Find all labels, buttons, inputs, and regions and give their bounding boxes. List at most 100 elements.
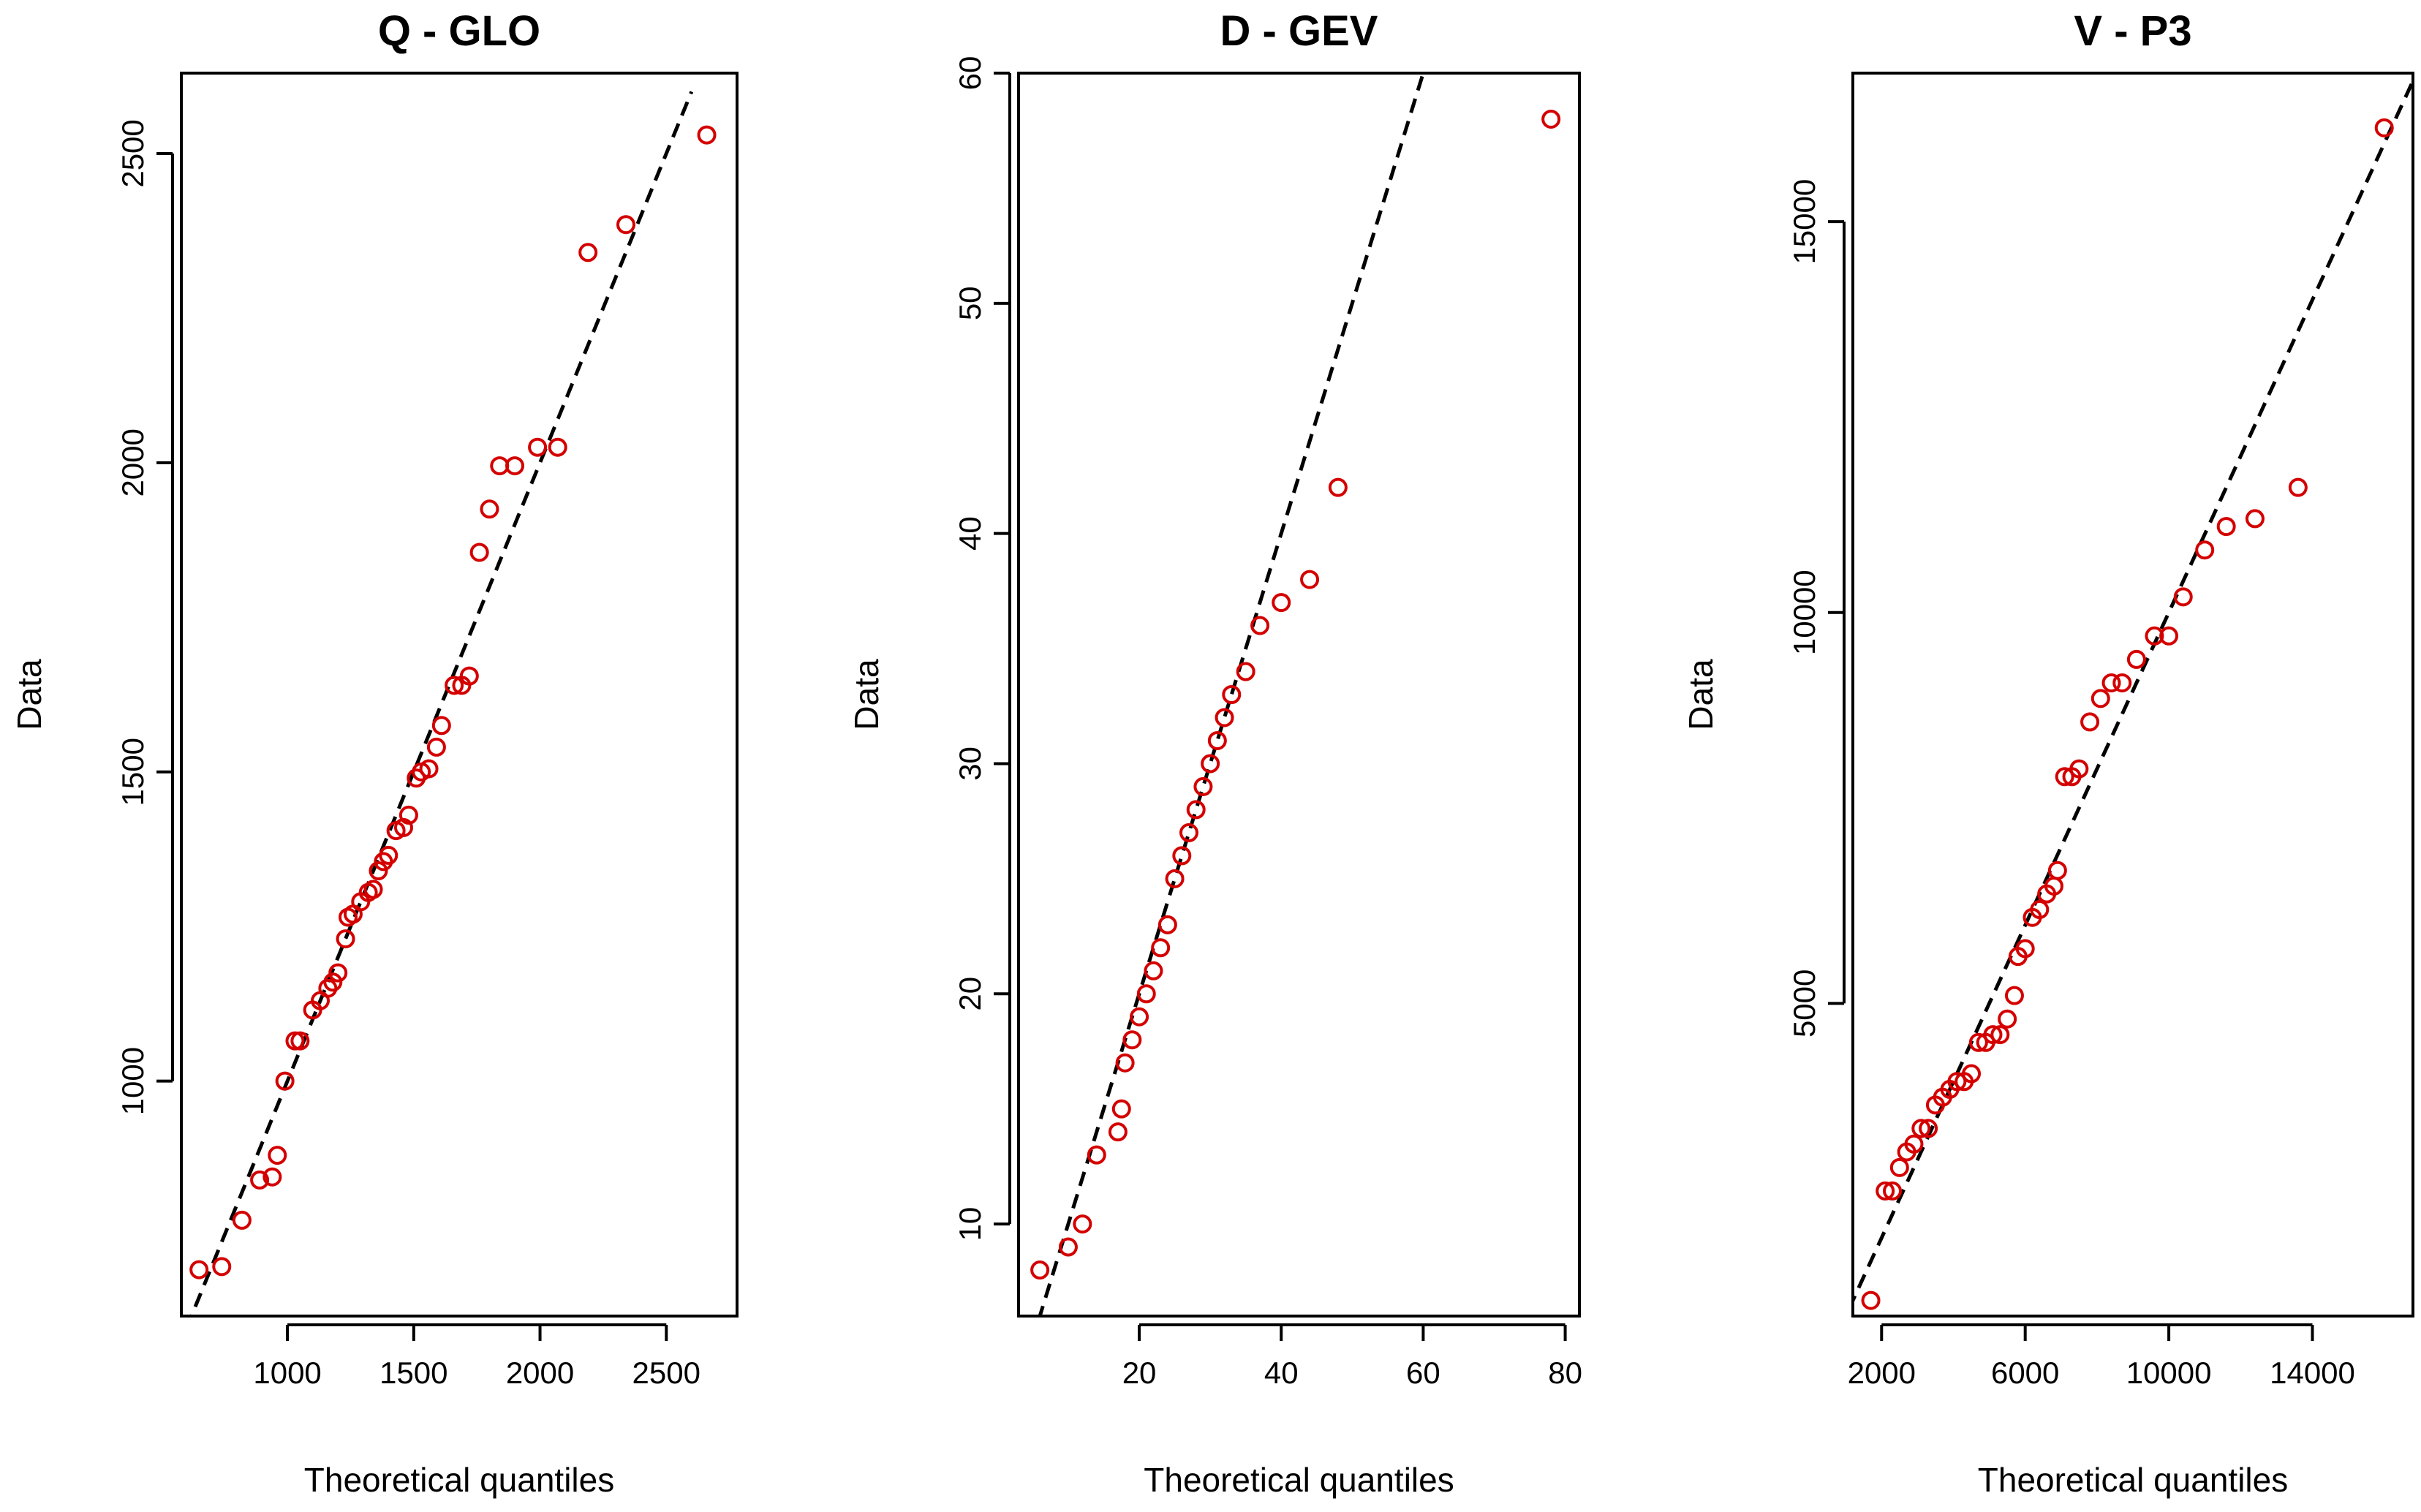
v-p3-data-point-39 xyxy=(2195,540,2215,560)
v-p3-y-tick-label-5000: 5000 xyxy=(1787,969,1821,1037)
qq-panel-v-p3: V - P3 2000 6000 10000 14000 Theoretical quan… xyxy=(1682,7,2414,1499)
d-gev-data-point-2 xyxy=(1058,1237,1078,1257)
d-gev-data-point-4 xyxy=(1087,1145,1106,1165)
v-p3-data-point-36 xyxy=(2145,626,2164,646)
v-p3-data-point-30 xyxy=(2069,759,2089,779)
v-p3-title: V - P3 xyxy=(2074,7,2191,55)
d-gev-data-point-8 xyxy=(1122,1030,1142,1050)
q-glo-y-tick-label-2000: 2000 xyxy=(116,428,150,496)
d-gev-y-tick-label-60: 60 xyxy=(953,56,987,91)
q-glo-x-tick-label-2500: 2500 xyxy=(632,1356,700,1390)
d-gev-x-tick-label-40: 40 xyxy=(1264,1356,1299,1390)
q-glo-data-point-31 xyxy=(431,716,451,736)
v-p3-data-point-7 xyxy=(1911,1119,1931,1138)
q-glo-x-tick-label-2000: 2000 xyxy=(506,1356,574,1390)
d-gev-data-point-28 xyxy=(1541,109,1561,129)
d-gev-reference-line xyxy=(1038,73,1426,1316)
v-p3-y-tick-label-15000: 15000 xyxy=(1787,179,1821,265)
q-glo-data-point-23 xyxy=(379,845,399,865)
d-gev-y-tick-label-20: 20 xyxy=(953,977,987,1011)
q-glo-data-point-7 xyxy=(275,1071,295,1091)
q-glo-data-point-43 xyxy=(697,125,717,145)
d-gev-data-point-7 xyxy=(1115,1053,1135,1073)
d-gev-data-point-9 xyxy=(1130,1007,1149,1027)
d-gev-data-point-25 xyxy=(1272,593,1291,613)
d-gev-x-tick-label-20: 20 xyxy=(1122,1356,1157,1390)
d-gev-data-point-13 xyxy=(1157,915,1177,934)
q-glo-data-point-30 xyxy=(426,737,446,757)
v-p3-data-point-14 xyxy=(1962,1064,1982,1084)
v-p3-x-axis-label: Theoretical quantiles xyxy=(1978,1461,2288,1499)
d-gev-data-point-15 xyxy=(1172,846,1192,866)
v-p3-data-point-28 xyxy=(2055,767,2074,787)
v-p3-data-point-40 xyxy=(2216,517,2236,537)
q-glo-data-point-38 xyxy=(505,456,524,476)
q-glo-y-tick-label-1500: 1500 xyxy=(116,738,150,806)
v-p3-plot-frame xyxy=(1851,72,2414,1318)
v-p3-data-point-6 xyxy=(1904,1134,1924,1154)
q-glo-x-tick-label-1000: 1000 xyxy=(253,1356,321,1390)
d-gev-data-point-1 xyxy=(1030,1260,1050,1280)
q-glo-data-point-13 xyxy=(323,972,343,992)
d-gev-data-point-5 xyxy=(1108,1122,1128,1142)
q-glo-data-point-29 xyxy=(419,759,439,779)
v-p3-data-point-43 xyxy=(2374,118,2394,137)
d-gev-data-point-24 xyxy=(1250,616,1270,635)
v-p3-data-point-32 xyxy=(2090,689,2110,708)
v-p3-data-point-15 xyxy=(1968,1032,1988,1052)
q-glo-data-point-20 xyxy=(363,880,383,899)
q-glo-data-point-37 xyxy=(490,456,510,476)
d-gev-data-point-22 xyxy=(1222,685,1242,704)
q-glo-data-point-4 xyxy=(250,1170,270,1190)
q-glo-data-point-3 xyxy=(232,1210,252,1230)
d-gev-x-tick-label-80: 80 xyxy=(1548,1356,1582,1390)
v-p3-data-point-34 xyxy=(2112,673,2132,692)
v-p3-data-point-12 xyxy=(1947,1072,1967,1092)
d-gev-data-point-18 xyxy=(1193,776,1213,796)
d-gev-data-point-12 xyxy=(1151,938,1171,958)
q-glo-data-point-15 xyxy=(336,929,355,949)
q-glo-data-point-34 xyxy=(459,666,479,686)
v-p3-data-point-41 xyxy=(2245,509,2265,529)
qq-panel-d-gev: D - GEV 20 40 60 80 Theoretical quantiles 10 20… xyxy=(847,7,1582,1499)
q-glo-data-point-41 xyxy=(578,243,598,262)
v-p3-data-point-3 xyxy=(1883,1181,1903,1201)
q-glo-data-point-32 xyxy=(445,676,464,695)
q-glo-data-point-26 xyxy=(399,805,418,825)
q-glo-y-tick-label-2500: 2500 xyxy=(116,119,150,187)
v-p3-x-tick-label-2000: 2000 xyxy=(1848,1356,1916,1390)
v-p3-data-point-22 xyxy=(2015,939,2035,959)
d-gev-y-tick-label-30: 30 xyxy=(953,746,987,781)
v-p3-data-point-27 xyxy=(2047,861,2067,880)
q-glo-title: Q - GLO xyxy=(378,7,540,55)
q-glo-reference-line xyxy=(189,91,694,1316)
d-gev-data-point-6 xyxy=(1111,1099,1131,1119)
v-p3-data-point-33 xyxy=(2101,673,2121,692)
d-gev-data-point-10 xyxy=(1136,984,1156,1004)
v-p3-data-point-4 xyxy=(1889,1157,1909,1177)
q-glo-data-point-21 xyxy=(369,861,388,881)
v-p3-reference-line xyxy=(1853,76,2413,1305)
q-glo-data-point-39 xyxy=(528,437,548,457)
q-glo-data-point-1 xyxy=(189,1260,209,1279)
v-p3-data-point-35 xyxy=(2126,649,2146,669)
v-p3-y-axis-label: Data xyxy=(1682,659,1720,730)
d-gev-title: D - GEV xyxy=(1220,7,1378,55)
v-p3-data-point-38 xyxy=(2173,587,2193,607)
q-glo-data-point-36 xyxy=(480,499,499,519)
d-gev-plot-frame xyxy=(1017,72,1581,1318)
q-glo-data-point-9 xyxy=(290,1031,310,1051)
q-glo-data-point-42 xyxy=(616,215,635,235)
q-glo-data-point-14 xyxy=(328,963,348,983)
v-p3-data-point-18 xyxy=(1990,1025,2010,1045)
v-p3-y-tick-label-10000: 10000 xyxy=(1787,570,1821,655)
v-p3-data-point-20 xyxy=(2004,986,2024,1005)
v-p3-data-point-24 xyxy=(2030,900,2050,920)
d-gev-x-axis-label: Theoretical quantiles xyxy=(1144,1461,1454,1499)
d-gev-data-point-14 xyxy=(1165,869,1185,888)
q-glo-x-tick-label-1500: 1500 xyxy=(379,1356,447,1390)
d-gev-data-point-17 xyxy=(1186,800,1206,820)
d-gev-data-point-19 xyxy=(1201,754,1220,774)
v-p3-data-point-19 xyxy=(1998,1009,2017,1029)
